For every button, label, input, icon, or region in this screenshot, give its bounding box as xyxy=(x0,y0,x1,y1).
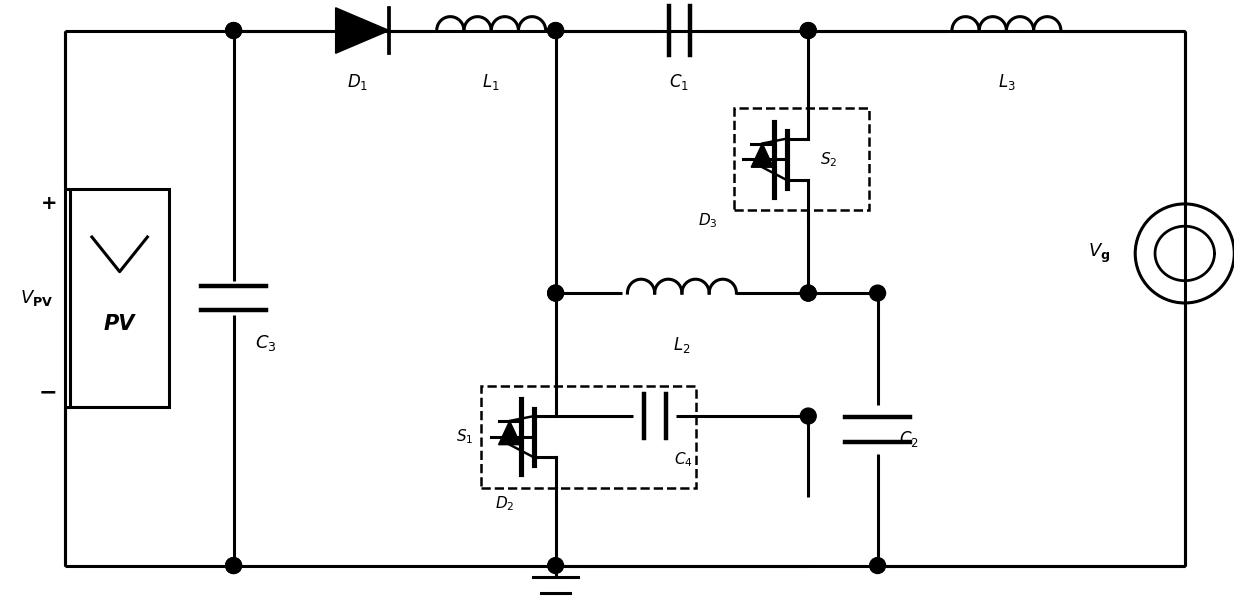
Text: $D_3$: $D_3$ xyxy=(698,211,718,230)
Bar xyxy=(71,189,169,407)
Circle shape xyxy=(548,285,563,301)
Circle shape xyxy=(548,285,563,301)
Polygon shape xyxy=(498,421,521,444)
Circle shape xyxy=(226,558,242,573)
Text: $D_1$: $D_1$ xyxy=(347,72,368,92)
Text: −: − xyxy=(38,382,57,402)
Circle shape xyxy=(869,285,885,301)
Text: $C_3$: $C_3$ xyxy=(255,333,277,353)
Circle shape xyxy=(800,285,816,301)
Text: $L_3$: $L_3$ xyxy=(997,72,1016,92)
Circle shape xyxy=(869,558,885,573)
Text: $C_2$: $C_2$ xyxy=(899,429,919,449)
Circle shape xyxy=(800,22,816,39)
Polygon shape xyxy=(336,8,389,53)
Circle shape xyxy=(226,22,242,39)
Text: $V_{\mathbf{PV}}$: $V_{\mathbf{PV}}$ xyxy=(20,288,53,308)
Text: +: + xyxy=(41,194,57,213)
Text: $L_2$: $L_2$ xyxy=(673,335,691,355)
Circle shape xyxy=(548,22,563,39)
Circle shape xyxy=(226,558,242,573)
Text: $V_{\mathbf{g}}$: $V_{\mathbf{g}}$ xyxy=(1089,242,1111,265)
Circle shape xyxy=(800,408,816,424)
Text: $L_1$: $L_1$ xyxy=(482,72,500,92)
Text: $S_1$: $S_1$ xyxy=(455,428,472,446)
Polygon shape xyxy=(751,144,774,167)
Text: $C_1$: $C_1$ xyxy=(670,72,689,92)
Circle shape xyxy=(800,22,816,39)
Circle shape xyxy=(800,285,816,301)
Text: $D_2$: $D_2$ xyxy=(495,494,515,513)
Circle shape xyxy=(226,22,242,39)
Circle shape xyxy=(548,558,563,573)
Circle shape xyxy=(548,22,563,39)
Text: PV: PV xyxy=(104,314,135,334)
Text: $S_2$: $S_2$ xyxy=(820,150,837,169)
Text: $C_4$: $C_4$ xyxy=(675,450,693,469)
